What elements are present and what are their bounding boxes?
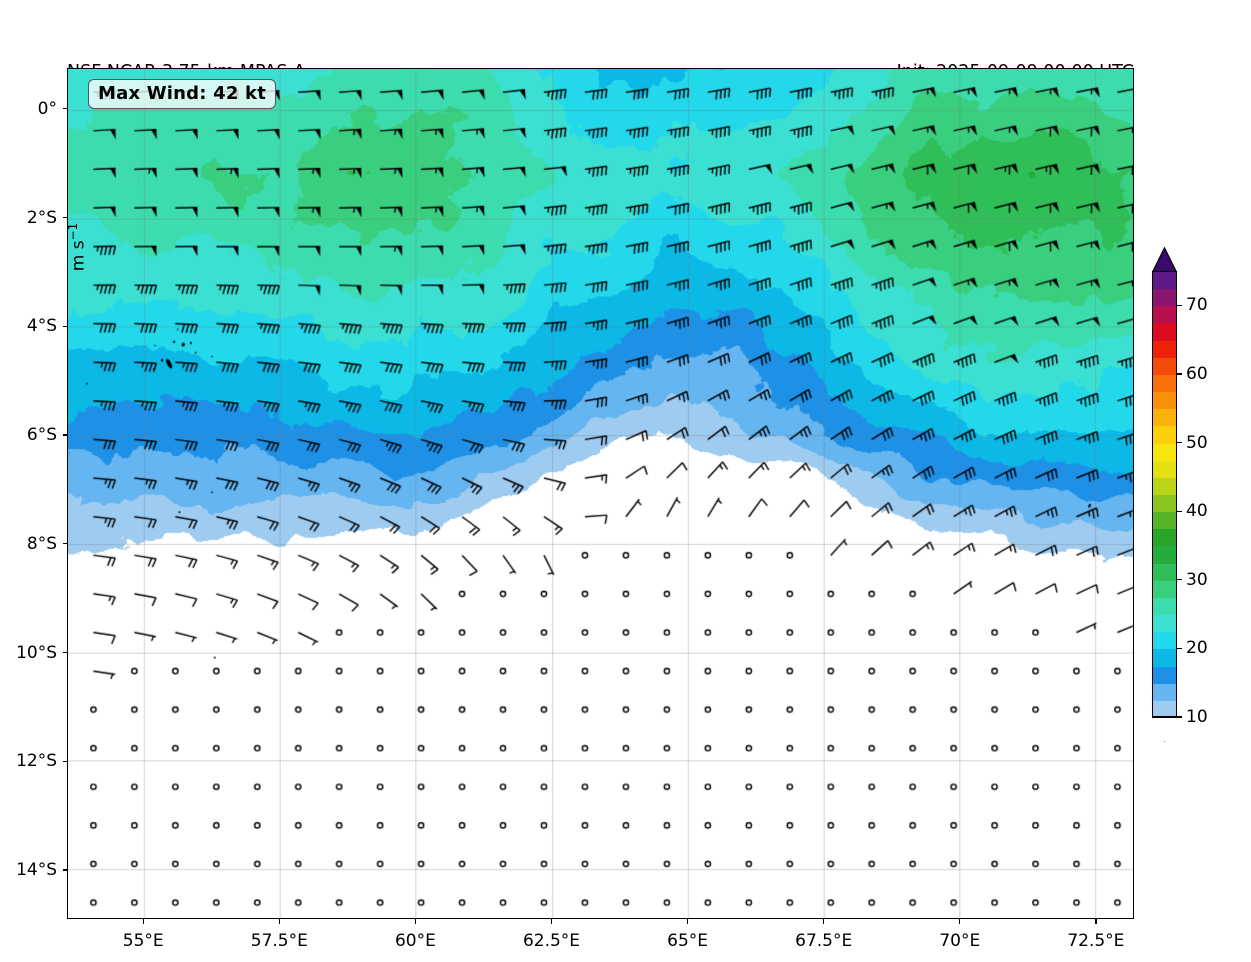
colorbar-tick-label-2: 30 [1186, 569, 1208, 590]
colorbar-segment [1153, 700, 1176, 716]
x-tick-mark [1095, 919, 1097, 924]
colorbar-segment [1153, 563, 1176, 581]
colorbar-tick-label-1: 20 [1186, 638, 1208, 659]
y-tick-label-1: 2°S [26, 207, 57, 228]
colorbar-segment [1153, 597, 1176, 616]
y-tick-label-7: 14°S [16, 860, 57, 881]
colorbar-tick-mark [1177, 716, 1182, 718]
colorbar-tick-label-5: 60 [1186, 363, 1208, 384]
x-tick-mark [686, 919, 689, 924]
y-tick-label-5: 10°S [16, 642, 57, 663]
colorbar-segment [1153, 649, 1176, 667]
wind-field-canvas [68, 69, 1133, 918]
y-tick-mark [62, 434, 67, 436]
colorbar-segment [1153, 529, 1176, 547]
x-tick-label-5: 67.5°E [795, 931, 853, 951]
x-tick-mark [414, 919, 417, 924]
colorbar-segment [1153, 426, 1176, 444]
colorbar-gradient [1152, 271, 1177, 717]
y-tick-mark [62, 869, 67, 871]
colorbar-segment [1153, 443, 1176, 461]
colorbar-segment [1153, 323, 1176, 341]
colorbar-under-arrow [1152, 717, 1177, 742]
colorbar-over-arrow-outline [1151, 246, 1178, 272]
colorbar-units-exponent: −1 [66, 222, 80, 241]
y-tick-mark [62, 108, 67, 110]
x-tick-label-0: 55°E [122, 931, 164, 951]
y-tick-label-0: 0° [37, 98, 57, 119]
x-tick-mark [278, 919, 280, 924]
x-tick-mark [550, 919, 553, 924]
y-tick-mark [62, 543, 67, 545]
colorbar-tick-mark [1177, 510, 1182, 512]
y-tick-mark [62, 325, 67, 327]
colorbar-segment [1153, 374, 1176, 393]
map-axes [67, 68, 1134, 919]
colorbar-segment [1153, 357, 1176, 375]
colorbar-tick-mark [1177, 304, 1182, 306]
colorbar-segment [1153, 477, 1176, 495]
colorbar-segment [1153, 340, 1176, 358]
x-tick-mark [823, 919, 825, 924]
x-tick-label-6: 70°E [939, 931, 981, 951]
y-tick-label-2: 4°S [26, 316, 57, 337]
y-tick-label-3: 6°S [26, 425, 57, 446]
x-tick-mark [142, 919, 144, 924]
x-tick-label-3: 62.5°E [522, 931, 581, 951]
y-tick-mark [62, 760, 67, 762]
colorbar-tick-mark [1177, 579, 1182, 581]
y-tick-mark [62, 651, 67, 654]
colorbar-segment [1153, 512, 1176, 530]
colorbar-tick-label-6: 70 [1186, 295, 1208, 316]
colorbar-segment [1153, 580, 1176, 598]
x-tick-label-4: 65°E [667, 931, 709, 951]
x-tick-label-2: 60°E [394, 931, 436, 951]
colorbar-tick-label-4: 50 [1186, 432, 1208, 453]
y-tick-label-6: 12°S [16, 751, 57, 772]
colorbar-tick-mark [1177, 441, 1182, 444]
colorbar-tick-mark [1177, 373, 1182, 375]
colorbar-tick-label-0: 10 [1186, 707, 1208, 727]
y-tick-label-4: 8°S [26, 533, 57, 554]
colorbar-tick-mark [1177, 647, 1182, 650]
colorbar-axis-label: m s−1 [66, 223, 89, 272]
colorbar-segment [1153, 460, 1176, 478]
colorbar-segment [1153, 392, 1176, 410]
colorbar: 10 20 30 40 50 60 70 [1151, 246, 1251, 742]
colorbar-segment [1153, 289, 1176, 307]
x-tick-label-7: 72.5°E [1067, 931, 1125, 951]
y-tick-mark [62, 216, 67, 219]
colorbar-units: m s [68, 240, 89, 272]
colorbar-segment [1153, 272, 1176, 290]
colorbar-segment [1153, 615, 1176, 633]
colorbar-segment [1153, 632, 1176, 650]
colorbar-segment [1153, 546, 1176, 564]
colorbar-segment [1153, 666, 1176, 684]
x-tick-label-1: 57.5°E [250, 931, 308, 951]
colorbar-segment [1153, 495, 1176, 513]
colorbar-tick-label-3: 40 [1186, 501, 1208, 522]
colorbar-segment [1153, 306, 1176, 324]
max-wind-annotation: Max Wind: 42 kt [88, 79, 277, 109]
colorbar-segment [1153, 409, 1176, 427]
colorbar-segment [1153, 683, 1176, 701]
x-tick-mark [959, 919, 961, 924]
